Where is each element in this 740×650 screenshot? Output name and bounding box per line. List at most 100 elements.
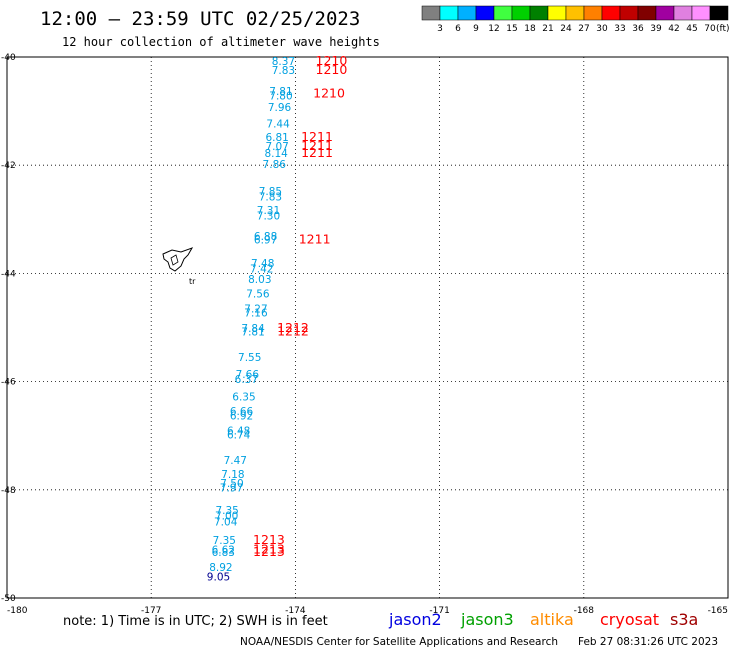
observation-time-label: 1211 [301,129,333,144]
lat-tick-label: -40 [1,53,16,63]
colorbar-swatch [565,5,585,21]
swh-colorbar: 3 6 9 12 15 18 21 24 27 30 33 36 39 42 45 70 [421,5,729,34]
colorbar-swatch [457,5,477,21]
observation-time-label: 1211 [299,232,331,247]
wave-height-label: 7.04 [214,517,238,529]
island-label: tr [189,277,196,286]
wave-height-label: 7.80 [269,91,292,103]
observation-time-label: 1213 [253,532,285,547]
lat-tick-label: -46 [1,378,16,388]
wave-height-label: 9.05 [207,572,230,584]
island-coastline [162,247,194,272]
colorbar-swatch [421,5,441,21]
colorbar-tick-label: 21 [542,24,553,34]
colorbar-swatch [529,5,549,21]
time-labels: 1210121012101211121112111211121212121213… [253,53,347,559]
wave-height-label: 7.18 [221,469,244,481]
colorbar-swatch [601,5,621,21]
wave-height-label: 6.88 [254,231,277,243]
lon-tick-label: -177 [141,606,161,616]
wave-height-label: 7.85 [259,186,282,198]
wave-height-label: 7.81 [241,327,264,339]
colorbar-tick-label: 45 [686,24,697,34]
map-frame [6,56,729,599]
wave-height-label: 7.48 [251,258,274,270]
observation-time-label: 1210 [313,86,345,101]
wave-height-label: 7.35 [213,535,236,547]
colorbar-tick-label: 12 [488,24,499,34]
colorbar-tick-label: 9 [473,24,479,34]
colorbar-swatch [619,5,639,21]
colorbar-tick-label: 39 [650,24,662,34]
wave-height-label: 7.35 [215,505,238,517]
colorbar-tick-label: 6 [455,24,461,34]
wave-height-label: 7.81 [269,86,292,98]
map-axis-labels: -180 -177 -174 -171 -168 -165 -40 -42 -44 -46 -48 -… [1,53,728,616]
lat-tick-label: -50 [1,594,16,604]
colorbar-tick-label: 3 [437,24,443,34]
colorbar-swatch [583,5,603,21]
colorbar-tick-label: 70 [704,24,716,34]
colorbar-swatch [709,5,729,21]
wave-height-label: 6.92 [230,410,253,422]
colorbar-tick-label: 33 [614,24,625,34]
observation-time-label: 1210 [316,53,348,68]
wave-height-label: 6.62 [212,545,235,557]
colorbar-tick-label: 27 [578,24,589,34]
colorbar-swatch [475,5,495,21]
observation-time-label: 1212 [277,320,309,335]
wave-height-label: 7.47 [224,455,247,467]
colorbar-swatch [673,5,693,21]
colorbar-swatch [691,5,711,21]
wave-height-label: 7.97 [220,482,243,494]
page-subtitle: 12 hour collection of altimeter wave hei… [62,35,380,49]
colorbar-swatch [547,5,567,21]
wave-height-label: 7.31 [257,205,280,217]
wave-height-label: 7.96 [268,102,292,114]
colorbar-unit: (ft) [716,24,730,34]
lon-tick-label: -171 [429,606,449,616]
wave-height-label: 7.84 [241,323,265,335]
observation-time-label: 1213 [253,542,285,557]
wave-height-label: 7.50 [220,478,243,490]
satellite-legend: jason2 jason3 altika cryosat s3a [388,610,698,629]
wave-height-label: 6.83 [212,547,235,559]
satellite-legend-jason3: jason3 [460,610,514,629]
footer-credit: NOAA/NESDIS Center for Satellite Applica… [240,636,558,648]
colorbar-tick-label: 30 [596,24,608,34]
observation-labels: 8.377.837.817.807.967.446.817.078.147.86… [207,56,295,584]
wave-height-label: 8.37 [272,56,295,68]
satellite-legend-jason2: jason2 [388,610,442,629]
colorbar-swatch [511,5,531,21]
wave-height-label: 7.27 [244,303,267,315]
footer-timestamp: Feb 27 08:31:26 UTC 2023 [578,636,718,648]
lat-tick-label: -48 [1,486,16,496]
footer-note: note: 1) Time is in UTC; 2) SWH is in fe… [63,614,328,629]
wave-height-label: 7.42 [250,263,273,275]
wave-height-label: 7.83 [259,191,282,203]
colorbar-tick-label: 15 [506,24,517,34]
lat-tick-label: -44 [1,269,16,279]
colorbar-swatch [439,5,459,21]
wave-height-label: 8.14 [264,148,288,160]
map-grid [7,57,728,598]
observation-time-label: 1211 [301,145,333,160]
colorbar-tick-label: 36 [632,24,644,34]
observation-time-label: 1212 [277,324,309,339]
lon-tick-label: -174 [285,606,306,616]
wave-height-label: 7.44 [266,118,290,130]
wave-height-label: 6.35 [232,392,255,404]
colorbar-tick-label: 42 [668,24,679,34]
satellite-legend-s3a: s3a [670,610,698,629]
wave-height-label: 6.37 [235,374,258,386]
lon-tick-label: -180 [7,606,28,616]
wave-height-label: 6.48 [227,426,250,438]
colorbar-swatch [493,5,513,21]
wave-height-label: 6.66 [230,406,254,418]
satellite-legend-cryosat: cryosat [600,610,659,629]
lon-tick-label: -168 [574,606,595,616]
lon-tick-label: -165 [708,606,728,616]
wave-height-label: 8.92 [209,562,232,574]
wave-height-label: 6.74 [227,429,251,441]
